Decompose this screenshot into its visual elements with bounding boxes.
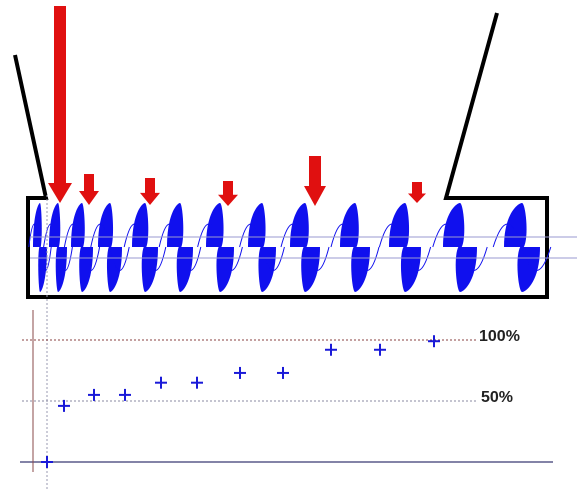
data-point-plus-marker bbox=[191, 376, 203, 389]
wave-lobe-lower bbox=[55, 247, 67, 292]
down-arrow-icon bbox=[48, 6, 72, 203]
wave-lobe-upper bbox=[340, 203, 359, 247]
data-point-plus-marker bbox=[374, 343, 386, 356]
wave-lobe-upper bbox=[33, 203, 42, 247]
wave-line bbox=[330, 223, 380, 271]
wave-line bbox=[378, 223, 432, 271]
wave-lobe-lower bbox=[400, 247, 421, 292]
down-arrow-icon bbox=[79, 174, 99, 205]
wave-lobe-lower bbox=[79, 247, 93, 292]
label-50-percent: 50% bbox=[481, 389, 514, 406]
data-point-plus-marker bbox=[58, 399, 70, 412]
down-arrow-icon bbox=[304, 156, 326, 206]
wave-lobe-upper bbox=[71, 203, 85, 247]
wave-line bbox=[123, 223, 167, 271]
label-100-percent: 100% bbox=[479, 328, 520, 345]
wave-lobe-lower bbox=[176, 247, 193, 292]
wave-line bbox=[239, 223, 285, 271]
wave-line bbox=[158, 223, 202, 271]
vessel-left-wall bbox=[13, 12, 549, 299]
down-arrow-icon bbox=[140, 178, 160, 205]
wave-line bbox=[432, 223, 488, 271]
wave-line bbox=[90, 223, 130, 271]
wave-lobe-upper bbox=[206, 203, 224, 247]
wave-lobe-upper bbox=[248, 203, 266, 247]
wave-lobe-upper bbox=[389, 203, 410, 247]
wave-lobe-lower bbox=[38, 247, 47, 292]
wave-line bbox=[492, 223, 552, 271]
down-arrow-icon bbox=[408, 182, 426, 203]
marker-group bbox=[41, 335, 440, 468]
data-point-plus-marker bbox=[325, 343, 337, 356]
wave-lobe-lower bbox=[258, 247, 276, 292]
arrow-group bbox=[48, 6, 426, 206]
wave-lobe-lower bbox=[141, 247, 158, 292]
data-point-plus-marker bbox=[428, 335, 440, 348]
wave-line bbox=[28, 223, 52, 271]
wave-lobe-upper bbox=[443, 203, 465, 247]
wave-lobe-upper bbox=[504, 203, 527, 247]
wave-lobe-lower bbox=[351, 247, 370, 292]
wave-line bbox=[197, 223, 243, 271]
wave-line bbox=[280, 223, 330, 271]
wave-lobe-lower bbox=[455, 247, 477, 292]
wave-lobe-upper bbox=[132, 203, 149, 247]
wave-lobe-lower bbox=[216, 247, 234, 292]
wave-line bbox=[63, 223, 101, 271]
data-point-plus-marker bbox=[234, 366, 246, 379]
data-point-plus-marker bbox=[277, 366, 289, 379]
data-point-plus-marker bbox=[88, 388, 100, 401]
chart-area bbox=[20, 195, 553, 489]
wave-lobe-upper bbox=[167, 203, 184, 247]
wave-lobe-upper bbox=[49, 203, 61, 247]
wave-lobe-upper bbox=[290, 203, 309, 247]
wave-lobe-lower bbox=[517, 247, 540, 292]
wave-line bbox=[43, 223, 73, 271]
wave-lobe-lower bbox=[301, 247, 320, 292]
wave-lobe-upper bbox=[98, 203, 114, 247]
vessel-outline bbox=[13, 12, 549, 299]
wave-lobe-lower bbox=[106, 247, 122, 292]
data-point-plus-marker bbox=[119, 388, 131, 401]
wave-group bbox=[28, 203, 552, 292]
data-point-plus-marker bbox=[155, 376, 167, 389]
down-arrow-icon bbox=[218, 181, 238, 206]
data-point-plus-marker bbox=[41, 456, 53, 468]
